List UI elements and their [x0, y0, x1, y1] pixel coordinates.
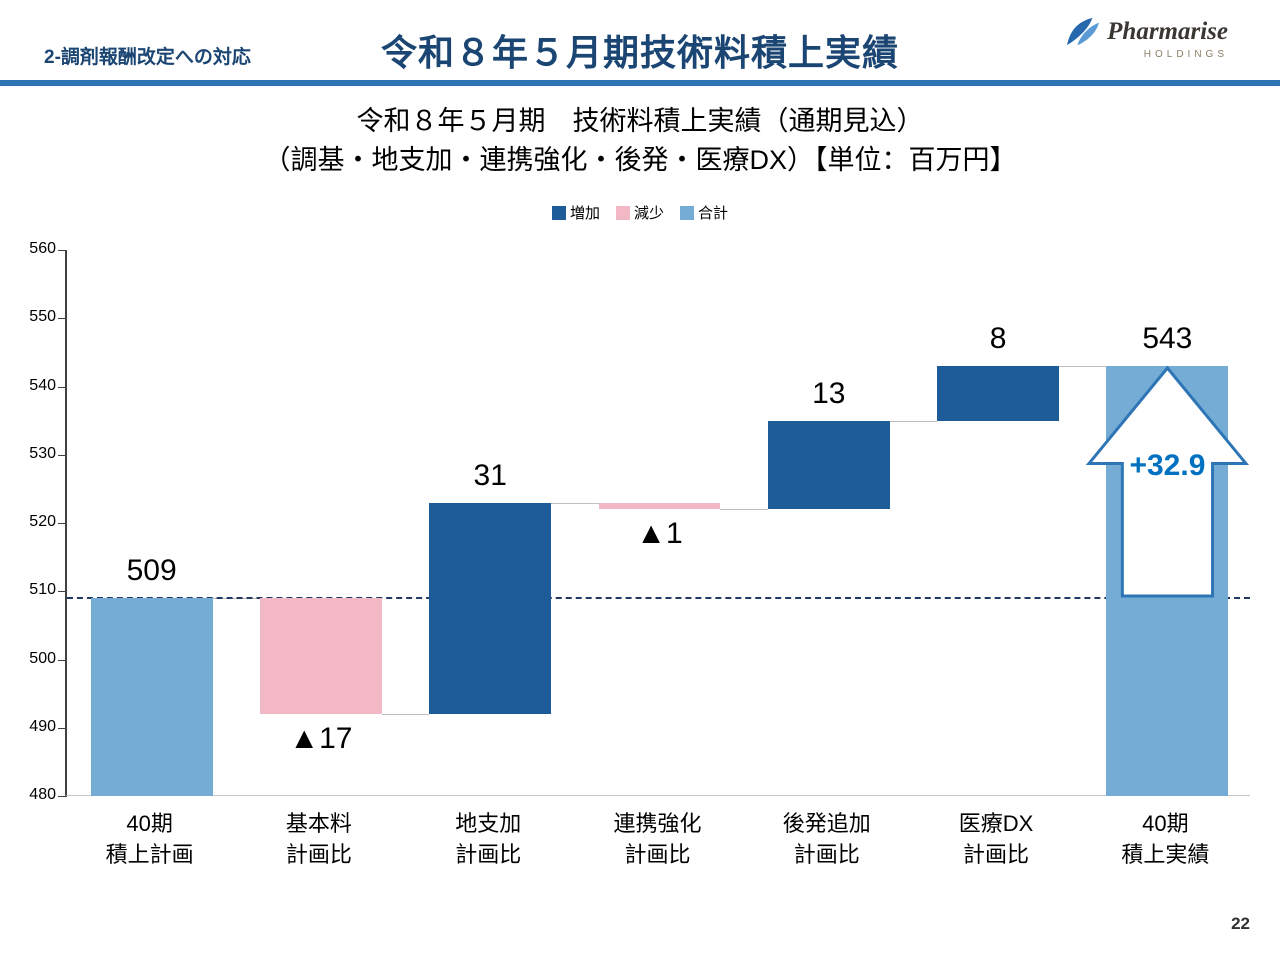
baseline-dashed-line [67, 597, 1250, 600]
y-axis-tick-mark [58, 659, 67, 661]
legend-label: 増加 [569, 205, 600, 222]
logo-swoosh-icon [1067, 17, 1100, 46]
chart-title: 令和８年５月期 技術料積上実績（通期見込） （調基・地支加・連携強化・後発・医療… [0, 102, 1280, 180]
y-axis-tick-label: 520 [29, 513, 56, 530]
x-axis-label: 40期 積上実績 [1121, 811, 1210, 867]
x-axis-label: 40期 積上計画 [105, 811, 194, 867]
waterfall-connector [1059, 366, 1107, 368]
y-axis-tick-mark [58, 523, 67, 524]
y-axis-tick-label: 500 [29, 649, 56, 667]
waterfall-bar-3 [429, 502, 552, 715]
x-axis-labels: 40期 積上計画 基本料 計画比 地支加 計画比 連携強化 計画比 後発追加 計画比 医療DX 計画比… [65, 808, 1250, 880]
bar-value-label: ▲1 [636, 517, 683, 551]
bar-value-label: 31 [473, 458, 507, 492]
waterfall-chart: 509 ▲17 31 ▲1 13 8 543 +32.9 [58, 250, 1250, 797]
y-axis: 480 490 500 510 520 530 540 550 560 [0, 240, 56, 803]
bar-value-label: 8 [989, 322, 1007, 356]
bar-value-label: ▲17 [289, 722, 353, 756]
section-label: 2-調剤報酬改定への対応 [44, 47, 251, 68]
legend-label: 減少 [633, 205, 664, 222]
waterfall-bar-4 [598, 502, 721, 510]
y-axis-tick-mark [58, 727, 67, 729]
y-axis-tick-mark [58, 454, 67, 456]
bar-value-label: 509 [126, 554, 177, 588]
legend-item: 増加 [551, 202, 600, 223]
legend-swatch [551, 205, 566, 220]
y-axis-tick-mark [58, 591, 67, 593]
waterfall-bar-6 [937, 366, 1059, 421]
y-axis-tick-mark [58, 386, 67, 388]
legend-label: 合計 [698, 205, 729, 222]
x-axis-label: 医療DX 計画比 [958, 811, 1034, 867]
page-title: 令和８年５月期技術料積上実績 [380, 32, 899, 73]
chart-title-line2: （調基・地支加・連携強化・後発・医療DX）【単位：百万円】 [263, 145, 1017, 175]
waterfall-bar-5 [767, 420, 890, 510]
pharmarise-logo: Pharmarise HOLDINGS [1064, 16, 1228, 60]
legend-item: 減少 [615, 202, 664, 223]
waterfall-bar-1 [90, 598, 213, 796]
bar-value-label: 543 [1142, 322, 1193, 356]
logo-text: Pharmarise [1107, 18, 1228, 45]
chart-title-line1: 令和８年５月期 技術料積上実績（通期見込） [356, 106, 924, 136]
y-axis-tick-label: 540 [29, 376, 56, 394]
x-axis-label: 連携強化 計画比 [613, 811, 702, 867]
waterfall-connector [381, 714, 430, 716]
y-axis-tick-label: 530 [29, 444, 56, 462]
x-axis-label: 地支加 計画比 [455, 811, 522, 867]
chart-legend: 増加 減少 合計 [0, 202, 1280, 223]
y-axis-tick-label: 490 [29, 717, 56, 735]
header: 2-調剤報酬改定への対応 令和８年５月期技術料積上実績 Pharmarise H… [0, 0, 1280, 86]
waterfall-connector [720, 509, 768, 511]
y-axis-tick-mark [58, 318, 67, 320]
waterfall-connector [889, 420, 938, 422]
x-axis-label: 基本料 計画比 [285, 811, 352, 867]
y-axis-tick-mark [58, 250, 67, 251]
waterfall-bar-2 [259, 598, 382, 715]
y-axis-tick-label: 550 [29, 308, 56, 326]
legend-item: 合計 [680, 202, 728, 223]
y-axis-tick-label: 560 [29, 240, 56, 257]
legend-swatch [615, 205, 630, 220]
x-axis-label: 後発追加 計画比 [782, 811, 871, 867]
bar-value-label: 13 [812, 376, 846, 410]
page-number: 22 [1231, 914, 1250, 933]
y-axis-tick-label: 510 [29, 581, 56, 599]
increase-arrow: +32.9 [1085, 365, 1249, 598]
y-axis-tick-label: 480 [29, 786, 56, 803]
legend-swatch [680, 205, 694, 220]
arrow-annotation-text: +32.9 [1129, 449, 1205, 482]
y-axis-tick-mark [58, 796, 67, 797]
logo-subtext: HOLDINGS [1143, 49, 1228, 60]
waterfall-connector [551, 502, 599, 504]
